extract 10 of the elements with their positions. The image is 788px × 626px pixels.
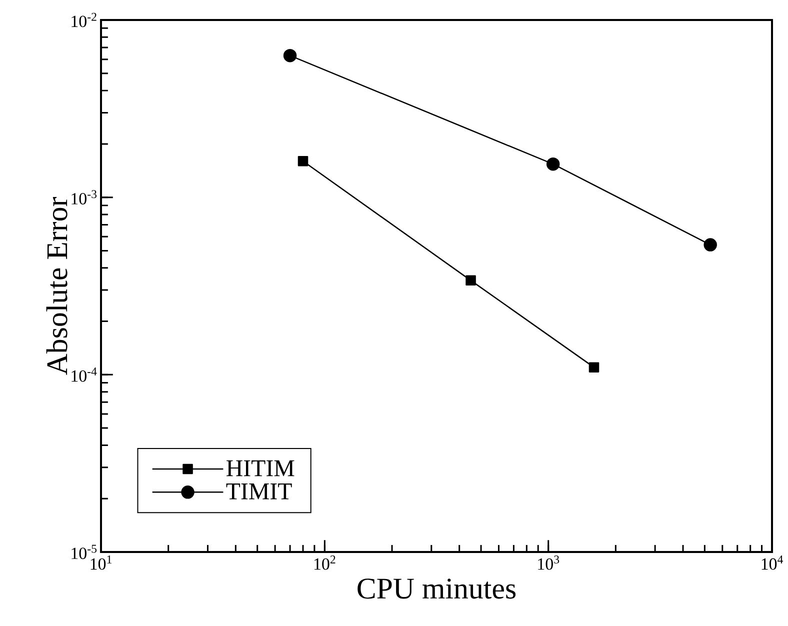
x-axis-title: CPU minutes <box>358 578 516 599</box>
legend-label: HITIM <box>226 460 294 476</box>
x-tick-label: 10$^{3}$ <box>538 556 560 570</box>
x-tick-label: 10$^{4}$ <box>762 556 784 570</box>
y-tick-label: 10$^{-3}$ <box>72 190 97 204</box>
y-axis-title: Absolute Error <box>46 197 68 375</box>
x-tick-label: 10$^{2}$ <box>314 556 336 570</box>
legend-label: TIMIT <box>226 484 292 500</box>
y-tick-label: 10$^{-4}$ <box>72 368 97 382</box>
y-tick-label: 10$^{-2}$ <box>72 12 96 28</box>
